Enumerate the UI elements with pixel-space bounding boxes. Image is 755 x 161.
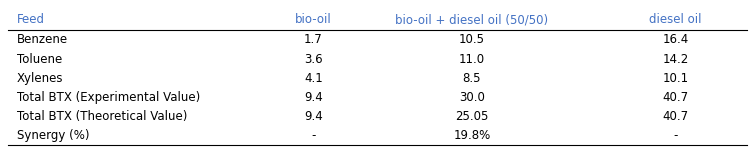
Text: Feed: Feed <box>17 13 45 26</box>
Text: 30.0: 30.0 <box>459 91 485 104</box>
Text: Xylenes: Xylenes <box>17 72 63 85</box>
Text: 16.4: 16.4 <box>663 33 689 46</box>
Text: 1.7: 1.7 <box>304 33 322 46</box>
Text: 19.8%: 19.8% <box>453 129 491 142</box>
Text: 25.05: 25.05 <box>455 110 488 123</box>
Text: Benzene: Benzene <box>17 33 68 46</box>
Text: 10.5: 10.5 <box>459 33 485 46</box>
Text: -: - <box>673 129 678 142</box>
Text: bio-oil: bio-oil <box>295 13 331 26</box>
Text: 3.6: 3.6 <box>304 52 322 66</box>
Text: 9.4: 9.4 <box>304 91 322 104</box>
Text: 4.1: 4.1 <box>304 72 322 85</box>
Text: Total BTX (Theoretical Value): Total BTX (Theoretical Value) <box>17 110 187 123</box>
Text: Total BTX (Experimental Value): Total BTX (Experimental Value) <box>17 91 200 104</box>
Text: 11.0: 11.0 <box>459 52 485 66</box>
Text: -: - <box>311 129 316 142</box>
Text: 10.1: 10.1 <box>663 72 689 85</box>
Text: 14.2: 14.2 <box>663 52 689 66</box>
Text: Toluene: Toluene <box>17 52 62 66</box>
Text: 40.7: 40.7 <box>663 91 689 104</box>
Text: diesel oil: diesel oil <box>649 13 702 26</box>
Text: 40.7: 40.7 <box>663 110 689 123</box>
Text: 9.4: 9.4 <box>304 110 322 123</box>
Text: bio-oil + diesel oil (50/50): bio-oil + diesel oil (50/50) <box>396 13 548 26</box>
Text: Synergy (%): Synergy (%) <box>17 129 89 142</box>
Text: 8.5: 8.5 <box>463 72 481 85</box>
